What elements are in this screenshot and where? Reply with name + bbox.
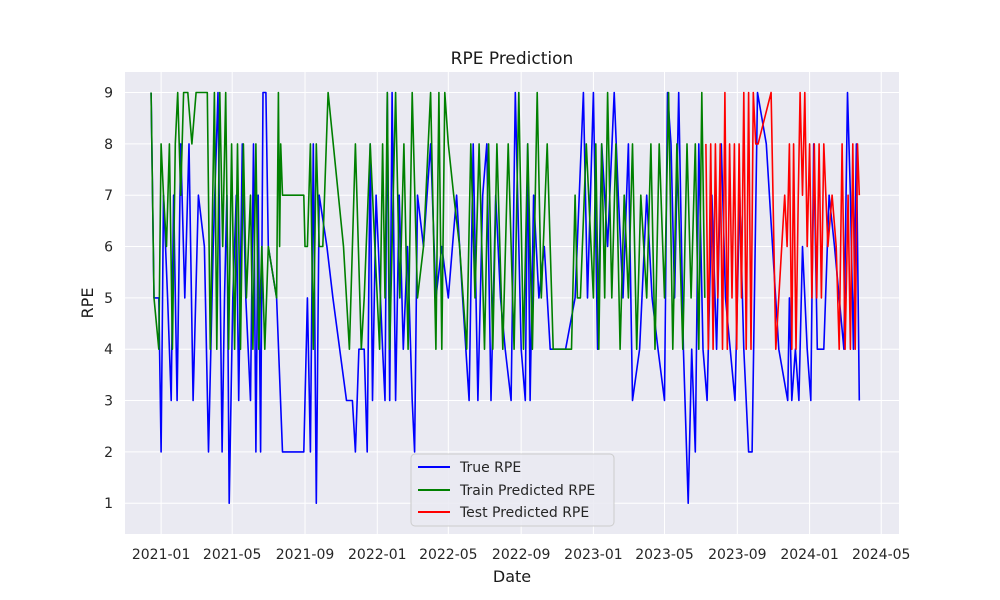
- y-tick-label: 3: [104, 394, 113, 410]
- x-tick-label: 2021-05: [203, 547, 262, 563]
- x-tick-label: 2023-09: [708, 547, 767, 563]
- x-axis-label: Date: [493, 567, 531, 586]
- x-tick-label: 2021-09: [276, 547, 335, 563]
- y-tick-label: 1: [104, 496, 113, 512]
- y-tick-label: 8: [104, 137, 113, 153]
- series-line-train-predicted-rpe: [150, 91, 706, 351]
- y-tick-label: 2: [104, 445, 113, 461]
- series-layer: [150, 91, 861, 505]
- y-tick-label: 9: [104, 86, 113, 102]
- y-tick-label: 7: [104, 188, 113, 204]
- legend-label-train: Train Predicted RPE: [459, 483, 595, 499]
- x-tick-label: 2022-05: [419, 547, 478, 563]
- chart-title: RPE Prediction: [451, 49, 574, 69]
- x-tick-label: 2022-09: [492, 547, 551, 563]
- y-tick-label: 4: [104, 342, 113, 358]
- x-tick-label: 2024-05: [852, 547, 911, 563]
- y-axis-ticks: 1 2 3 4 5 6 7 8 9: [104, 86, 113, 513]
- x-axis-ticks: 2021-01 2021-05 2021-09 2022-01 2022-05 2022-…: [132, 547, 911, 563]
- x-tick-label: 2024-01: [780, 547, 839, 563]
- y-tick-label: 5: [104, 291, 113, 307]
- y-axis-label: RPE: [78, 288, 97, 319]
- legend: True RPE Train Predicted RPE Test Predic…: [410, 453, 615, 527]
- x-tick-label: 2023-01: [564, 547, 623, 563]
- legend-label-test: Test Predicted RPE: [459, 505, 589, 521]
- legend-label-true: True RPE: [459, 460, 521, 476]
- series-line-test-predicted-rpe: [705, 91, 861, 351]
- x-tick-label: 2022-01: [348, 547, 407, 563]
- x-tick-label: 2023-05: [635, 547, 694, 563]
- legend-box: [410, 453, 615, 527]
- x-tick-label: 2021-01: [132, 547, 191, 563]
- y-tick-label: 6: [104, 240, 113, 256]
